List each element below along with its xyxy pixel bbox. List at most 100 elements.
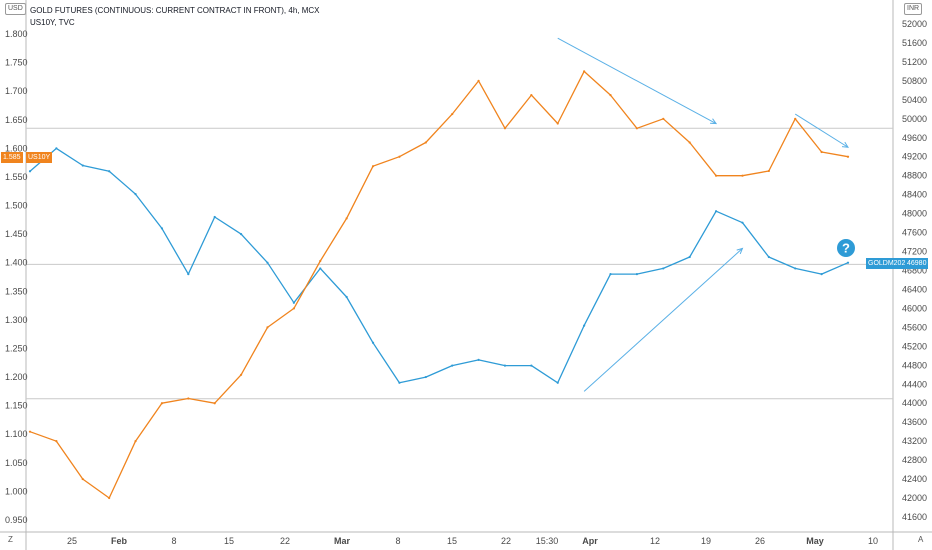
left-tick-label: 1.150	[5, 401, 28, 411]
goldm2021-point	[767, 169, 770, 173]
right-tick-label: 44400	[902, 379, 927, 389]
goldm2021-point	[741, 174, 744, 177]
us10y-point	[319, 267, 322, 270]
x-tick-label: 22	[280, 536, 290, 546]
chart-subtitle: US10Y, TVC	[30, 18, 75, 27]
right-unit-badge: INR	[904, 3, 923, 15]
us10y-point	[503, 364, 507, 367]
trend-arrow-shaft	[557, 37, 717, 124]
trend-arrow-shaft	[794, 113, 849, 148]
us10y-point	[451, 364, 454, 367]
goldm2021-point	[160, 402, 164, 405]
question-marker[interactable]: ?	[837, 239, 855, 257]
us10y-point	[134, 192, 137, 196]
goldm2021-point	[477, 79, 480, 82]
goldm2021-point	[266, 326, 269, 329]
corner-left-button[interactable]: Z	[8, 535, 13, 544]
us10y-point	[239, 233, 243, 236]
us10y-point	[556, 381, 559, 384]
x-tick-label: 8	[171, 536, 176, 546]
goldm2021-point	[635, 127, 639, 130]
x-tick-label: 19	[701, 536, 711, 546]
right-tick-label: 52000	[902, 19, 927, 29]
us10y-point	[583, 324, 586, 327]
us10y-point	[371, 341, 375, 344]
trend-arrow-head	[841, 141, 849, 148]
us10y-point	[81, 164, 84, 167]
level-lines	[26, 127, 893, 400]
right-tick-label: 48400	[902, 190, 927, 200]
right-tick-label: 49600	[902, 133, 927, 143]
right-tick-label: 44000	[902, 398, 927, 408]
us10y-point	[292, 301, 295, 304]
x-tick-label: 22	[501, 536, 511, 546]
gold-value-tag: 46980	[905, 258, 929, 269]
goldm2021-point	[187, 397, 190, 400]
right-tick-label: 50800	[902, 76, 927, 86]
us10y-point	[688, 255, 691, 259]
right-tick-label: 42000	[902, 493, 927, 503]
left-tick-label: 1.100	[5, 429, 28, 439]
right-tick-label: 46800	[902, 266, 927, 276]
us10y-point	[160, 227, 164, 230]
left-tick-label: 1.550	[5, 172, 28, 182]
x-tick-label: May	[806, 536, 824, 546]
left-tick-label: 1.600	[5, 143, 28, 153]
goldm2021-point	[583, 70, 586, 73]
goldm2021-point	[398, 155, 401, 158]
goldm2021-point	[239, 373, 243, 376]
x-tick-label: 15	[224, 536, 234, 546]
left-tick-label: 1.250	[5, 343, 28, 353]
left-tick-label: 1.050	[5, 458, 28, 468]
goldm2021-point	[134, 440, 137, 443]
right-tick-label: 51600	[902, 38, 927, 48]
trend-arrow-2	[557, 37, 718, 125]
us10y-point	[424, 375, 427, 379]
trend-arrow-shaft	[583, 248, 743, 392]
us10y-point	[530, 364, 533, 367]
goldm2021-point	[371, 165, 375, 168]
goldm2021-point	[530, 94, 533, 97]
right-tick-label: 48000	[902, 209, 927, 219]
goldm2021-point	[55, 440, 58, 443]
left-tick-label: 0.950	[5, 515, 28, 525]
us10y-point	[55, 147, 58, 150]
x-tick-label: 12	[650, 536, 660, 546]
trend-arrow-head	[710, 118, 718, 125]
right-tick-label: 50000	[902, 114, 927, 124]
goldm2021-point	[345, 217, 348, 220]
left-tick-label: 1.750	[5, 58, 28, 68]
gold-name-tag: GOLDM2021	[866, 258, 912, 269]
x-tick-label: 15:30	[536, 536, 559, 546]
corner-right-button[interactable]: A	[918, 535, 924, 544]
us10y-point	[662, 267, 665, 270]
x-tick-label: 25	[67, 536, 77, 546]
us10y-point	[345, 295, 348, 299]
right-tick-label: 49200	[902, 152, 927, 162]
us10y-line	[29, 147, 849, 384]
goldm2021-point	[319, 259, 322, 263]
question-circle-icon	[837, 239, 855, 257]
x-tick-label: 15	[447, 536, 457, 546]
us10y-point	[398, 381, 401, 384]
us10y-value-tag: 1.585	[1, 152, 23, 163]
series-layer	[28, 70, 850, 500]
us10y-point	[213, 215, 216, 219]
goldm2021-point	[609, 94, 612, 97]
x-tick-label: Mar	[334, 536, 351, 546]
goldm2021-point	[794, 117, 797, 120]
x-axis: 25 Feb 8 15 22 Mar 8 15 22 15:30 Apr 12 19 26 May 10	[67, 536, 878, 546]
right-tick-label: 50400	[902, 95, 927, 105]
right-tick-label: 47600	[902, 228, 927, 238]
us10y-point	[609, 273, 612, 276]
right-tick-label: 42800	[902, 455, 927, 465]
chart-title: GOLD FUTURES (CONTINUOUS: CURRENT CONTRA…	[30, 6, 320, 15]
us10y-point	[28, 170, 32, 173]
goldm2021-point	[108, 496, 111, 500]
goldm2021-point	[820, 150, 823, 154]
left-axis: 1.800 1.750 1.700 1.650 1.600 1.550 1.500 1.450…	[5, 29, 28, 525]
right-tick-label: 44800	[902, 360, 927, 370]
left-tick-label: 1.350	[5, 286, 28, 296]
